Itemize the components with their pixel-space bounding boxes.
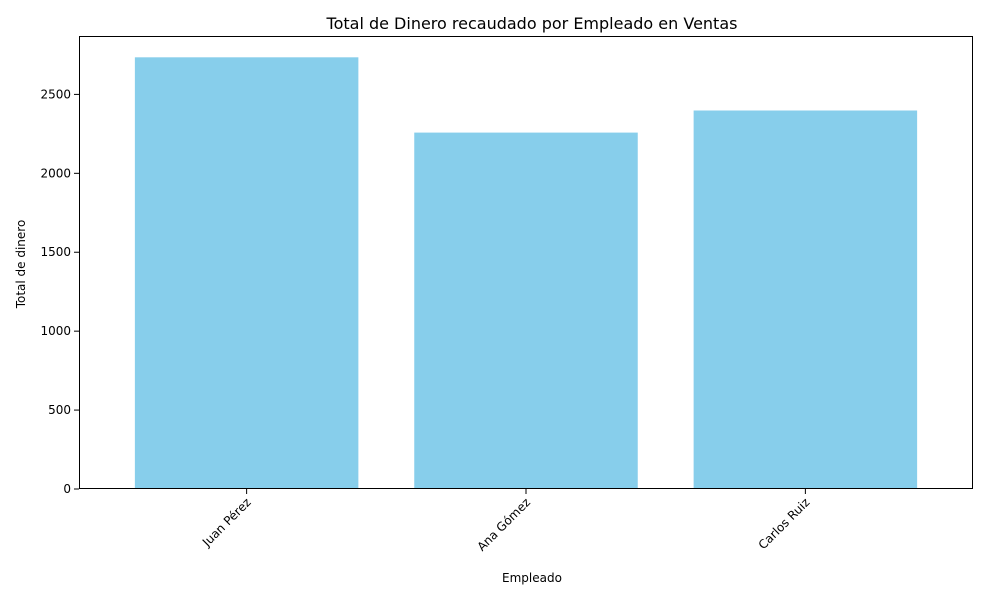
- bars: [134, 57, 918, 490]
- y-tick-label: 1000: [40, 324, 71, 338]
- bar-3: [693, 110, 918, 489]
- y-tick-label: 0: [63, 482, 71, 496]
- y-tick-label: 1500: [40, 245, 71, 259]
- bar-1: [134, 57, 359, 490]
- y-tick-label: 500: [48, 403, 71, 417]
- y-tick-label: 2000: [40, 166, 71, 180]
- y-axis-label: Total de dinero: [14, 220, 28, 310]
- x-axis: Juan Pérez Ana Gómez Carlos Ruiz: [199, 489, 813, 554]
- plot-frame: [79, 36, 973, 489]
- y-axis: 0 500 1000 1500 2000 2500: [40, 87, 79, 496]
- y-tick-label: 2500: [40, 87, 71, 101]
- x-tick-label: Ana Gómez: [474, 495, 533, 554]
- x-tick-label: Juan Pérez: [199, 495, 254, 550]
- chart-title: Total de Dinero recaudado por Empleado e…: [326, 14, 738, 33]
- x-tick-label: Carlos Ruiz: [756, 495, 813, 552]
- x-axis-label: Empleado: [502, 571, 562, 585]
- bar-2: [414, 132, 638, 490]
